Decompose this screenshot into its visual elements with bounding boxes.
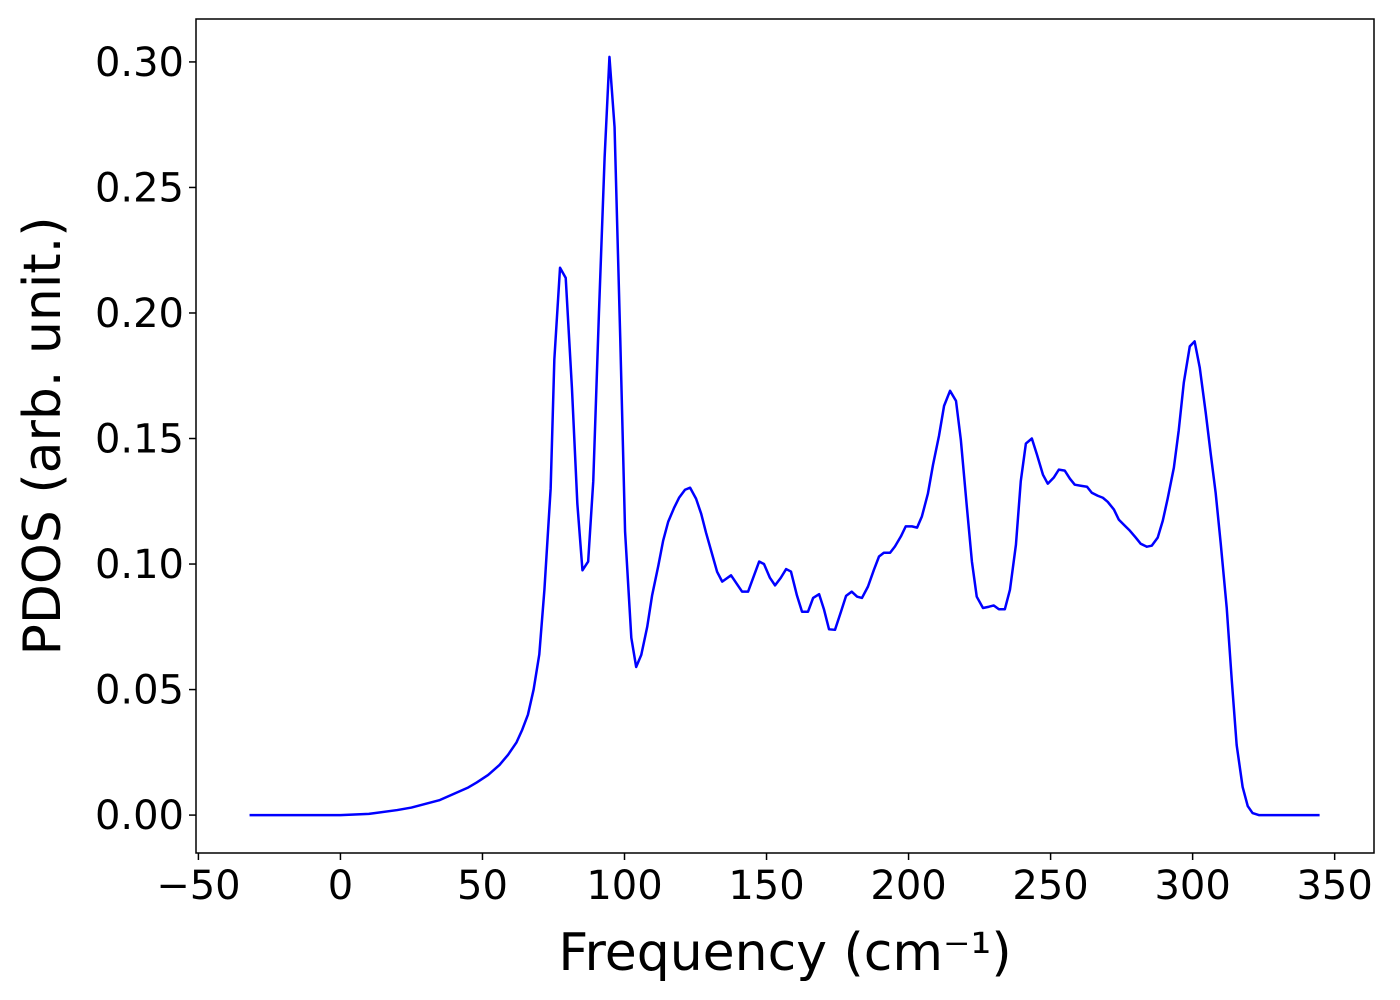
x-tick-label: 250 <box>1012 863 1088 909</box>
x-tick-label: 150 <box>728 863 804 909</box>
x-tick-label: 0 <box>328 863 353 909</box>
y-tick-label: 0.00 <box>95 793 184 839</box>
x-tick-label: −50 <box>156 863 240 909</box>
x-tick-label: 50 <box>457 863 508 909</box>
y-tick-label: 0.10 <box>95 542 184 588</box>
x-tick-label: 100 <box>586 863 662 909</box>
y-tick-label: 0.15 <box>95 417 184 463</box>
plot-frame <box>195 18 1375 854</box>
x-tick-label: 300 <box>1154 863 1230 909</box>
y-tick-label: 0.05 <box>95 668 184 714</box>
x-tick-label: 350 <box>1296 863 1372 909</box>
y-tick-label: 0.20 <box>95 291 184 337</box>
data-line <box>249 55 1320 817</box>
y-axis-label: PDOS (arb. unit.) <box>13 216 73 655</box>
y-tick-label: 0.30 <box>95 40 184 86</box>
y-tick-label: 0.25 <box>95 165 184 211</box>
x-tick-label: 200 <box>870 863 946 909</box>
x-axis-label: Frequency (cm⁻¹) <box>558 923 1011 983</box>
